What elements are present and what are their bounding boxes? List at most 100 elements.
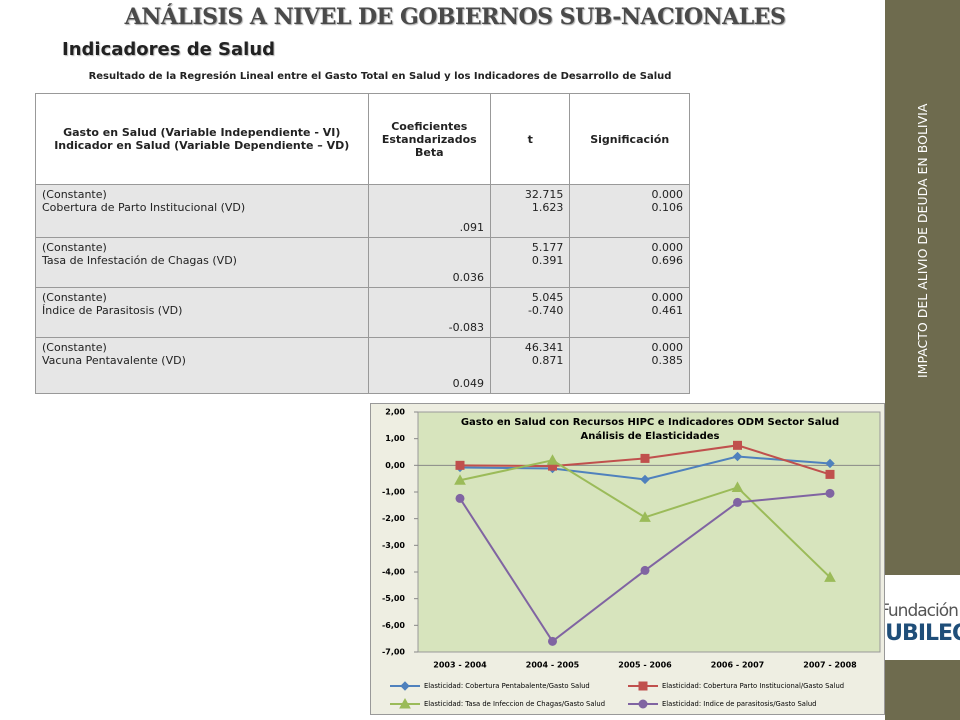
data-point <box>731 481 744 492</box>
header-cell: Gasto en Salud (Variable Independiente -… <box>35 93 369 185</box>
data-point <box>825 488 835 498</box>
cell: 46.341 0.871 <box>490 337 571 394</box>
cell: 0.000 0.461 <box>569 287 690 338</box>
legend-marker <box>399 697 411 709</box>
table-row: (Constante) Tasa de Infestación de Chagas… <box>35 237 690 288</box>
legend-label: Elasticidad: Cobertura Pentabalente/Gast… <box>424 682 590 690</box>
chart-title: Gasto en Salud con Recursos HIPC e Indic… <box>461 417 839 428</box>
table-body: (Constante) Cobertura de Parto Institucio… <box>35 184 690 394</box>
table-row: (Constante) Cobertura de Parto Institucio… <box>35 184 690 238</box>
legend-marker <box>400 681 410 691</box>
legend-marker <box>638 681 648 691</box>
plot-area <box>417 411 881 653</box>
data-point <box>825 458 835 469</box>
cell: 5.177 0.391 <box>490 237 571 288</box>
legend-label: Elasticidad: Cobertura Parto Institucion… <box>662 682 844 690</box>
data-point <box>454 474 466 485</box>
cell-line: (Constante) <box>42 291 107 304</box>
cell: (Constante) Índice de Parasitosis (VD) <box>35 287 369 338</box>
data-point <box>824 571 836 582</box>
y-tick-label: -7,00 <box>382 648 405 657</box>
cell-line: (Constante) <box>42 188 107 201</box>
y-tick-label: -6,00 <box>382 621 405 630</box>
y-tick-label: -5,00 <box>382 594 405 603</box>
cell: (Constante) Tasa de Infestación de Chagas… <box>35 237 369 288</box>
cell-line: (Constante) <box>42 241 107 254</box>
x-tick-label: 2004 - 2005 <box>526 661 580 670</box>
data-point <box>733 440 742 450</box>
x-tick-label: 2003 - 2004 <box>433 661 487 670</box>
cell: 0.049 <box>367 337 492 394</box>
y-tick-label: -4,00 <box>382 568 405 577</box>
cell-line: -0.740 <box>527 304 564 317</box>
logo: Fundación JUBILEO <box>878 575 960 660</box>
sidebar-text: IMPACTO DEL ALIVIO DE DEUDA EN BOLIVIA <box>915 103 930 378</box>
cell-line: 5.045 <box>531 291 564 304</box>
data-point <box>733 497 742 507</box>
data-point <box>732 451 743 462</box>
cell: .091 <box>367 184 492 238</box>
logo-line: Fundación <box>880 601 959 621</box>
data-point <box>639 511 651 522</box>
cell: 0.000 0.696 <box>569 237 690 288</box>
data-point <box>825 469 835 479</box>
y-tick-label: 0,00 <box>385 461 405 470</box>
table: Gasto en Salud (Variable Independiente -… <box>35 93 690 394</box>
cell: 32.715 1.623 <box>490 184 571 238</box>
cell-line: Tasa de Infestación de Chagas (VD) <box>42 254 237 267</box>
data-point <box>546 454 559 465</box>
cell: 5.045 -0.740 <box>490 287 571 338</box>
header-row: Gasto en Salud (Variable Independiente -… <box>35 93 690 185</box>
header-cell: Coeficientes Estandarizados Beta <box>367 93 492 185</box>
cell-line: 0.000 <box>651 291 684 304</box>
header-cell: t <box>490 93 571 185</box>
y-tick-label: -1,00 <box>382 488 405 497</box>
cell-line: 46.341 <box>524 341 564 354</box>
caption: Resultado de la Regresión Lineal entre e… <box>88 71 672 82</box>
table-row: (Constante) Vacuna Pentavalente (VD) 0.049… <box>35 337 690 394</box>
y-tick-label: -3,00 <box>382 541 405 550</box>
cell: 0.000 0.385 <box>569 337 690 394</box>
subtitle: Indicadores de Salud <box>62 39 276 60</box>
cell-line: 1.623 <box>531 201 564 214</box>
data-point <box>455 460 465 470</box>
data-point <box>548 636 557 646</box>
cell: -0.083 <box>367 287 492 338</box>
data-point <box>455 493 465 503</box>
x-tick-label: 2007 - 2008 <box>803 661 857 670</box>
legend-label: Elasticidad: Tasa de Infeccion de Chagas… <box>424 700 605 708</box>
x-tick-label: 2006 - 2007 <box>711 661 764 670</box>
cell-line: 5.177 <box>531 241 564 254</box>
cell-line: 0.696 <box>651 254 684 267</box>
legend-label: Elasticidad: Indice de parasitosis/Gasto… <box>662 700 816 708</box>
data-point <box>640 474 650 485</box>
data-point <box>640 565 650 575</box>
cell-line: 32.715 <box>524 188 564 201</box>
y-tick-label: 1,00 <box>385 434 405 443</box>
cell-line: (Constante) <box>42 341 107 354</box>
title: ANÁLISIS A NIVEL DE GOBIERNOS SUB-NACION… <box>124 4 786 30</box>
logo-line: JUBILEO <box>878 621 960 646</box>
cell: (Constante) Cobertura de Parto Institucio… <box>35 184 369 238</box>
cell-line: 0.391 <box>531 254 564 267</box>
cell-line: Vacuna Pentavalente (VD) <box>42 354 186 367</box>
cell-line: 0.385 <box>651 354 684 367</box>
y-tick-label: 2,00 <box>385 408 405 417</box>
cell: (Constante) Vacuna Pentavalente (VD) <box>35 337 369 394</box>
cell-line: Índice de Parasitosis (VD) <box>42 304 183 317</box>
cell-line: 0.106 <box>651 201 684 214</box>
table-row: (Constante) Índice de Parasitosis (VD) -0.… <box>35 287 690 338</box>
header-cell: Significación <box>569 93 690 185</box>
x-tick-label: 2005 - 2006 <box>618 661 672 670</box>
data-point <box>640 453 650 463</box>
cell-line: 0.871 <box>531 354 564 367</box>
y-tick-label: -2,00 <box>382 514 405 523</box>
cell-line: 0.000 <box>651 188 684 201</box>
cell-line: 0.000 <box>651 241 684 254</box>
cell: 0.000 0.106 <box>569 184 690 238</box>
cell: 0.036 <box>367 237 492 288</box>
chart-title: Análisis de Elasticidades <box>580 430 719 442</box>
cell-line: 0.000 <box>651 341 684 354</box>
legend-marker <box>638 699 648 709</box>
